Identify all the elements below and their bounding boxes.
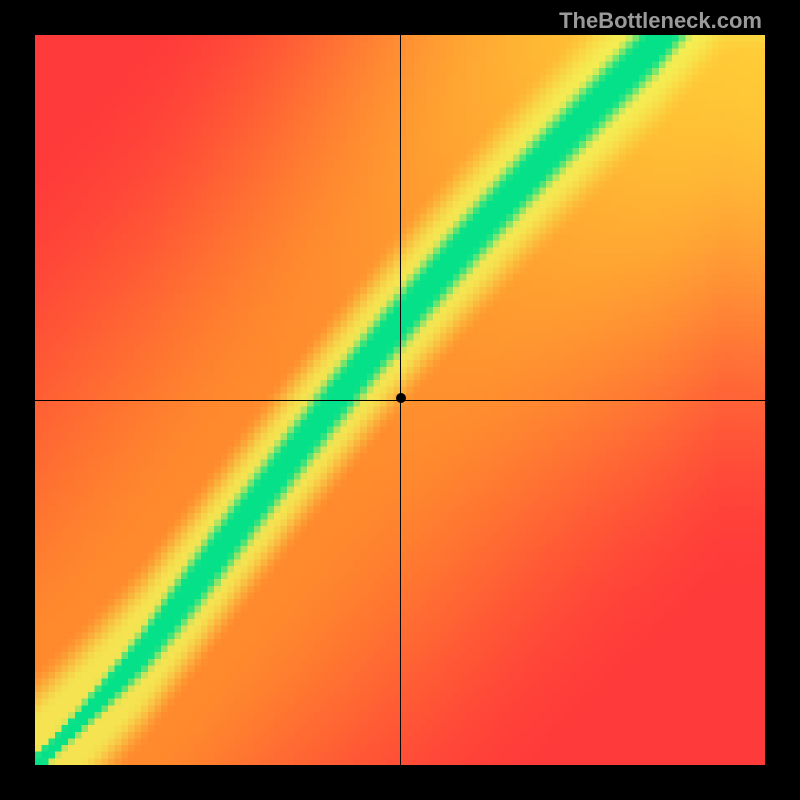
chart-container: TheBottleneck.com	[0, 0, 800, 800]
crosshair-marker	[396, 393, 406, 403]
watermark-text: TheBottleneck.com	[559, 8, 762, 34]
